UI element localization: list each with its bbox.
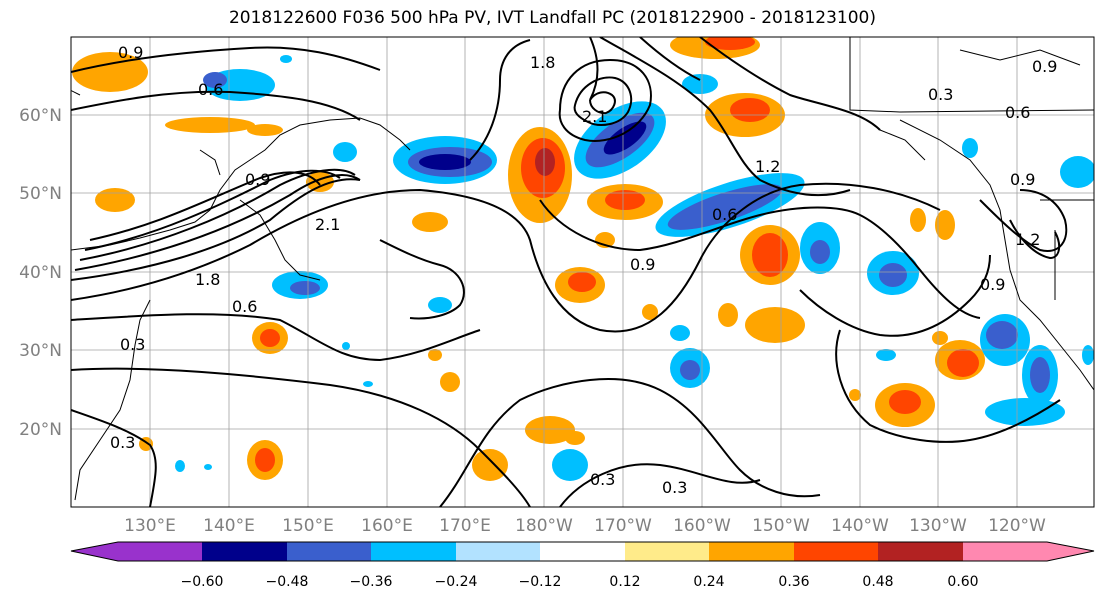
contour-label: 0.3 (928, 85, 953, 104)
contour-label: 0.9 (245, 170, 270, 189)
lon-axis: 130°E 140°E 150°E 160°E 170°E 180°W 170°… (124, 516, 1046, 536)
colorbar-tick: −0.24 (435, 574, 478, 590)
lat-label: 40°N (19, 263, 62, 283)
contour-labels: 0.9 0.6 0.3 1.8 2.1 0.9 0.6 0.3 1.2 0.9 … (110, 43, 1057, 497)
contour-label: 1.2 (755, 157, 780, 176)
contour-label: 0.3 (662, 478, 687, 497)
contour-label: 1.8 (530, 53, 555, 72)
colorbar-swatch (371, 542, 456, 561)
colorbar-tick: 0.48 (862, 574, 893, 590)
map-title: 2018122600 F036 500 hPa PV, IVT Landfall… (228, 8, 876, 28)
contour-label: 0.3 (590, 470, 615, 489)
lon-label: 140°W (831, 516, 889, 536)
contour-label: 0.9 (1010, 170, 1035, 189)
contour-label: 0.6 (1005, 103, 1030, 122)
lat-label: 50°N (19, 184, 62, 204)
contour-label: 2.1 (582, 107, 607, 126)
colorbar-tick: 0.12 (609, 574, 640, 590)
lat-label: 30°N (19, 341, 62, 361)
lon-label: 170°W (594, 516, 652, 536)
contour-label: 1.8 (195, 270, 220, 289)
contour-label: 0.6 (232, 297, 257, 316)
colorbar-tick: −0.36 (350, 574, 393, 590)
contour-label: 2.1 (315, 215, 340, 234)
contour-label: 0.9 (118, 43, 143, 62)
colorbar: −0.60 −0.48 −0.36 −0.24 −0.12 0.12 0.24 … (70, 541, 1095, 590)
lon-label: 150°E (282, 516, 334, 536)
lon-label: 150°W (752, 516, 810, 536)
colorbar-swatch (794, 542, 878, 561)
colorbar-swatch (118, 542, 202, 561)
contour-label: 0.9 (980, 275, 1005, 294)
colorbar-tick: 0.60 (947, 574, 978, 590)
lon-label: 140°E (203, 516, 255, 536)
colorbar-swatch (456, 542, 540, 561)
contour-label: 0.6 (712, 205, 737, 224)
coastlines (71, 37, 1094, 501)
map-plot-area: 0.9 0.6 0.3 1.8 2.1 0.9 0.6 0.3 1.2 0.9 … (71, 37, 1094, 507)
colorbar-outline (70, 541, 1095, 562)
contour-label: 0.9 (1032, 57, 1057, 76)
graticule (71, 37, 1094, 507)
pv-contours (71, 37, 1068, 507)
lon-label: 120°W (988, 516, 1046, 536)
contour-label: 1.2 (1015, 230, 1040, 249)
lon-label: 170°E (439, 516, 491, 536)
lon-label: 160°W (673, 516, 731, 536)
lon-label: 130°W (909, 516, 967, 536)
colorbar-swatch (1047, 542, 1094, 561)
colorbar-tick: −0.60 (181, 574, 224, 590)
lon-label: 160°E (361, 516, 413, 536)
colorbar-swatch (709, 542, 794, 561)
colorbar-swatch (963, 542, 1047, 561)
colorbar-swatch (202, 542, 287, 561)
colorbar-swatch (540, 542, 625, 561)
contour-label: 0.9 (630, 255, 655, 274)
colorbar-swatch (287, 542, 371, 561)
lat-axis: 60°N 50°N 40°N 30°N 20°N (19, 106, 62, 440)
contour-label: 0.3 (120, 335, 145, 354)
colorbar-swatch (878, 542, 963, 561)
contour-label: 0.3 (110, 433, 135, 452)
lon-label: 180°W (515, 516, 573, 536)
lat-label: 60°N (19, 106, 62, 126)
colorbar-swatch (71, 542, 118, 561)
colorbar-tick: 0.36 (778, 574, 809, 590)
contour-label: 0.6 (198, 80, 223, 99)
colorbar-tick: −0.12 (519, 574, 562, 590)
colorbar-swatch (625, 542, 709, 561)
lat-label: 20°N (19, 420, 62, 440)
map-frame (70, 36, 1095, 508)
colorbar-tick: 0.24 (693, 574, 724, 590)
lon-label: 130°E (124, 516, 176, 536)
colorbar-tick: −0.48 (266, 574, 309, 590)
